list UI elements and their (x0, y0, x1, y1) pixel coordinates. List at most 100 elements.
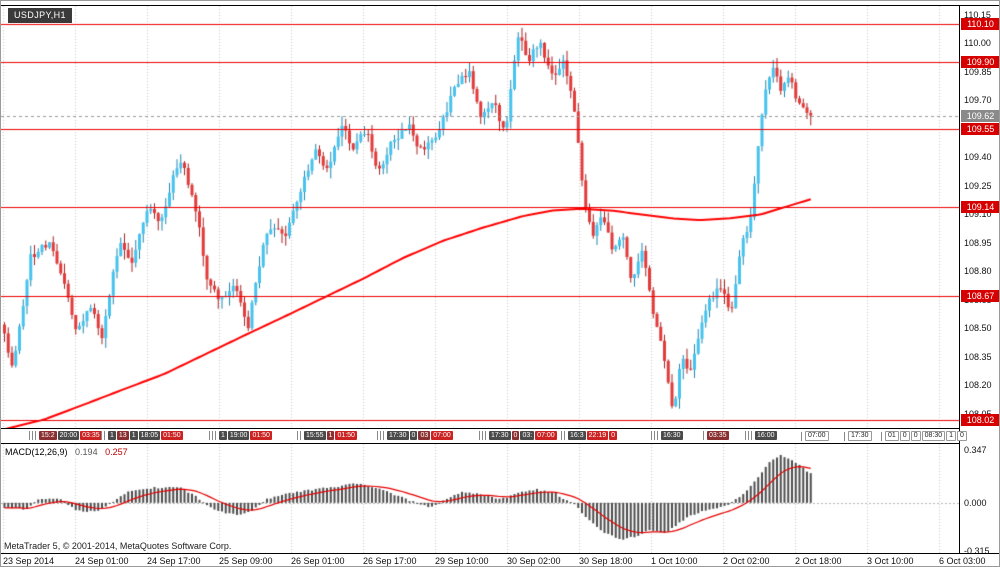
event-marker-group: 1 19:00 01:50 (209, 431, 272, 440)
event-time-badge[interactable]: 03:35 (80, 431, 102, 440)
event-time-badge[interactable]: 07:00 (805, 431, 829, 441)
event-time-badge[interactable]: 16:00 (755, 431, 777, 440)
event-timeline-strip: 15:2 20:00 03:35 1 13 1 18:05 01:50 1 19:00 01:50 1… (1, 428, 967, 444)
macd-indicator-canvas[interactable] (1, 444, 959, 554)
macd-signal-value: 0.257 (105, 447, 128, 457)
event-time-badge[interactable]: 1 (219, 431, 227, 440)
event-time-badge[interactable]: 0 (957, 431, 967, 441)
event-marker-group: 17:30 (844, 431, 872, 441)
copyright-text: MetaTrader 5, © 2001-2014, MetaQuotes So… (4, 541, 232, 551)
event-time-badge[interactable]: 07:00 (535, 431, 557, 440)
macd-main-value: 0.194 (75, 447, 98, 457)
event-time-badge[interactable]: 0 (409, 431, 418, 440)
event-time-badge[interactable]: 15:2 (39, 431, 57, 440)
event-time-badge[interactable]: 01 (885, 431, 899, 441)
event-time-badge[interactable]: 22:19 (586, 431, 609, 440)
date-tick-label: 26 Sep 17:00 (363, 556, 417, 566)
event-tick-marks (377, 431, 386, 440)
symbol-timeframe-label: USDJPY,H1 (8, 8, 72, 23)
date-tick-label: 29 Sep 10:00 (435, 556, 489, 566)
price-tick-label: 108.80 (964, 266, 992, 277)
event-time-badge[interactable]: 17:30 (489, 431, 511, 440)
event-time-badge[interactable]: 18:05 (138, 431, 161, 440)
price-level-badge: 109.90 (961, 56, 999, 69)
event-marker-group: 1 13 1 18:05 01:50 (101, 431, 183, 440)
time-axis[interactable]: 23 Sep 2014 24 Sep 01:00 24 Sep 17:00 25 Se… (1, 554, 999, 566)
event-time-badge[interactable]: 01:50 (335, 431, 357, 440)
date-tick-label: 6 Oct 03:00 (939, 556, 986, 566)
event-marker-group: 01 0 0 08:30 1 0 (881, 431, 967, 441)
event-time-badge[interactable]: 16:30 (661, 431, 683, 440)
date-tick-label: 30 Sep 18:00 (579, 556, 633, 566)
event-marker-group: 03:35 (703, 431, 729, 440)
event-time-badge[interactable]: 0 (511, 431, 520, 440)
event-time-badge[interactable]: 13 (116, 431, 129, 440)
price-level-badge: 109.62 (961, 109, 999, 122)
price-chart-canvas[interactable] (1, 6, 959, 428)
date-tick-label: 25 Sep 09:00 (219, 556, 273, 566)
price-tick-label: 110.00 (964, 38, 991, 49)
event-tick-marks (29, 431, 38, 440)
macd-axis-label: 0.347 (964, 444, 987, 455)
event-marker-group: 17:30 0 03: 07:00 (479, 431, 557, 440)
price-tick-label: 108.95 (964, 237, 992, 248)
date-tick-label: 1 Oct 10:00 (651, 556, 698, 566)
date-tick-label: 2 Oct 02:00 (723, 556, 770, 566)
event-time-badge[interactable]: 16:3 (568, 431, 586, 440)
event-tick-marks (101, 431, 107, 440)
date-tick-label: 2 Oct 18:00 (795, 556, 842, 566)
event-marker-group: 16:30 (651, 431, 683, 440)
price-tick-label: 109.40 (964, 152, 992, 163)
macd-name: MACD(12,26,9) (5, 447, 68, 457)
price-tick-label: 110.15 (964, 9, 991, 20)
event-marker-group: 07:00 (801, 431, 829, 441)
event-time-badge[interactable]: 03:35 (707, 431, 729, 440)
event-marker-group: 16:3 22:19 0 (561, 431, 618, 440)
event-time-badge[interactable]: 07:00 (431, 431, 453, 440)
date-tick-label: 26 Sep 01:00 (291, 556, 345, 566)
chart-top-border (1, 5, 999, 6)
event-time-badge[interactable]: 19:00 (227, 431, 250, 440)
event-time-badge[interactable]: 1 (129, 431, 138, 440)
event-tick-marks (297, 431, 303, 440)
date-tick-label: 3 Oct 10:00 (867, 556, 914, 566)
event-time-badge[interactable]: 1 (108, 431, 116, 440)
event-tick-marks (801, 431, 804, 441)
date-tick-label: 30 Sep 02:00 (507, 556, 561, 566)
price-tick-label: 109.25 (964, 180, 992, 191)
event-time-badge[interactable]: 01:50 (250, 431, 272, 440)
date-tick-label: 24 Sep 01:00 (75, 556, 129, 566)
event-time-badge[interactable]: 03 (418, 431, 431, 440)
event-time-badge[interactable]: 1 (326, 431, 335, 440)
price-tick-label: 109.10 (964, 209, 992, 220)
event-marker-group: 17:30 0 03 07:00 (377, 431, 453, 440)
event-time-badge[interactable]: 17:30 (387, 431, 409, 440)
event-tick-marks (561, 431, 567, 440)
price-tick-label: 108.50 (964, 323, 992, 334)
event-time-badge[interactable]: 20:00 (57, 431, 80, 440)
event-time-badge[interactable]: 17:30 (848, 431, 872, 441)
event-time-badge[interactable]: 01:50 (161, 431, 183, 440)
macd-axis-label: 0.000 (964, 497, 987, 508)
event-time-badge[interactable]: 0 (609, 431, 618, 440)
macd-bottom-border (1, 553, 999, 554)
event-time-badge[interactable]: 08:30 (921, 431, 946, 441)
event-time-badge[interactable]: 1 (946, 431, 957, 441)
price-tick-label: 108.20 (964, 380, 992, 391)
price-level-badge: 109.55 (961, 122, 999, 135)
event-tick-marks (844, 431, 847, 441)
price-tick-label: 109.85 (964, 66, 992, 77)
event-time-badge[interactable]: 03: (520, 431, 535, 440)
event-time-badge[interactable]: 0 (910, 431, 921, 441)
event-marker-group: 15:55 1 01:50 (297, 431, 357, 440)
event-marker-group: 15:2 20:00 03:35 (29, 431, 102, 440)
price-axis[interactable]: 110.15 110.00 109.85 109.70 109.40 109.25 109.… (959, 6, 999, 556)
event-marker-group: 16:00 (745, 431, 777, 440)
event-time-badge[interactable]: 15:55 (304, 431, 326, 440)
event-time-badge[interactable]: 0 (899, 431, 910, 441)
price-tick-label: 109.70 (964, 95, 992, 106)
price-level-badge: 109.14 (961, 200, 999, 213)
event-tick-marks (745, 431, 754, 440)
price-level-badge: 108.02 (961, 413, 999, 426)
